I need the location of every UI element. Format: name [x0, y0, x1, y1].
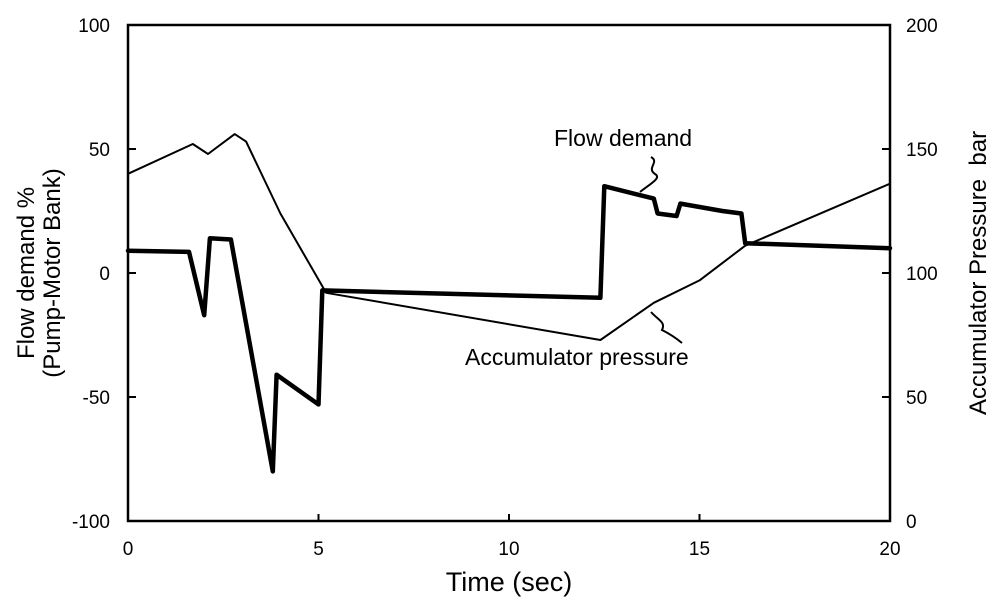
x-axis-title: Time (sec) [446, 567, 573, 597]
y-right-tick-label-2: 100 [906, 264, 938, 285]
x-tick-label-0: 0 [123, 539, 134, 560]
annotation-accumulator-pressure: Accumulator pressure [465, 344, 689, 370]
y-left-tick-label-0: -100 [72, 512, 110, 533]
series-line-accumulator-pressure [127, 133, 891, 341]
x-tick-label-3: 15 [689, 539, 710, 560]
y-right-tick-label-1: 50 [906, 388, 927, 409]
y-left-axis-title-line1: Flow demand % [13, 187, 40, 359]
x-tick-label-2: 10 [498, 539, 519, 560]
y-left-tick-label-4: 100 [78, 16, 110, 37]
y-left-tick-label-1: -50 [83, 388, 110, 409]
x-axis-ticks: 0 5 10 15 20 [123, 514, 901, 560]
plot-frame [126, 23, 892, 523]
y-right-axis-ticks: 0 50 100 150 200 [882, 16, 938, 533]
x-tick-label-4: 20 [879, 539, 900, 560]
series-layer [125, 133, 893, 474]
annotation-accumulator-pressure-leader [650, 311, 683, 344]
annotation-flow-demand-leader [639, 156, 659, 193]
y-left-axis-ticks: -100 -50 0 50 100 [72, 16, 136, 533]
series-line-flow-demand [125, 183, 893, 474]
annotation-flow-demand: Flow demand [554, 125, 692, 151]
x-tick-label-1: 5 [313, 539, 324, 560]
y-right-tick-label-3: 150 [906, 140, 938, 161]
y-left-axis-title-line2: (Pump-Motor Bank) [39, 168, 66, 377]
y-left-tick-label-2: 0 [99, 264, 110, 285]
y-right-tick-label-4: 200 [906, 16, 938, 37]
y-right-axis-title: Accumulator Pressure bar [965, 131, 992, 415]
y-right-tick-label-0: 0 [906, 512, 917, 533]
y-left-tick-label-3: 50 [89, 140, 110, 161]
